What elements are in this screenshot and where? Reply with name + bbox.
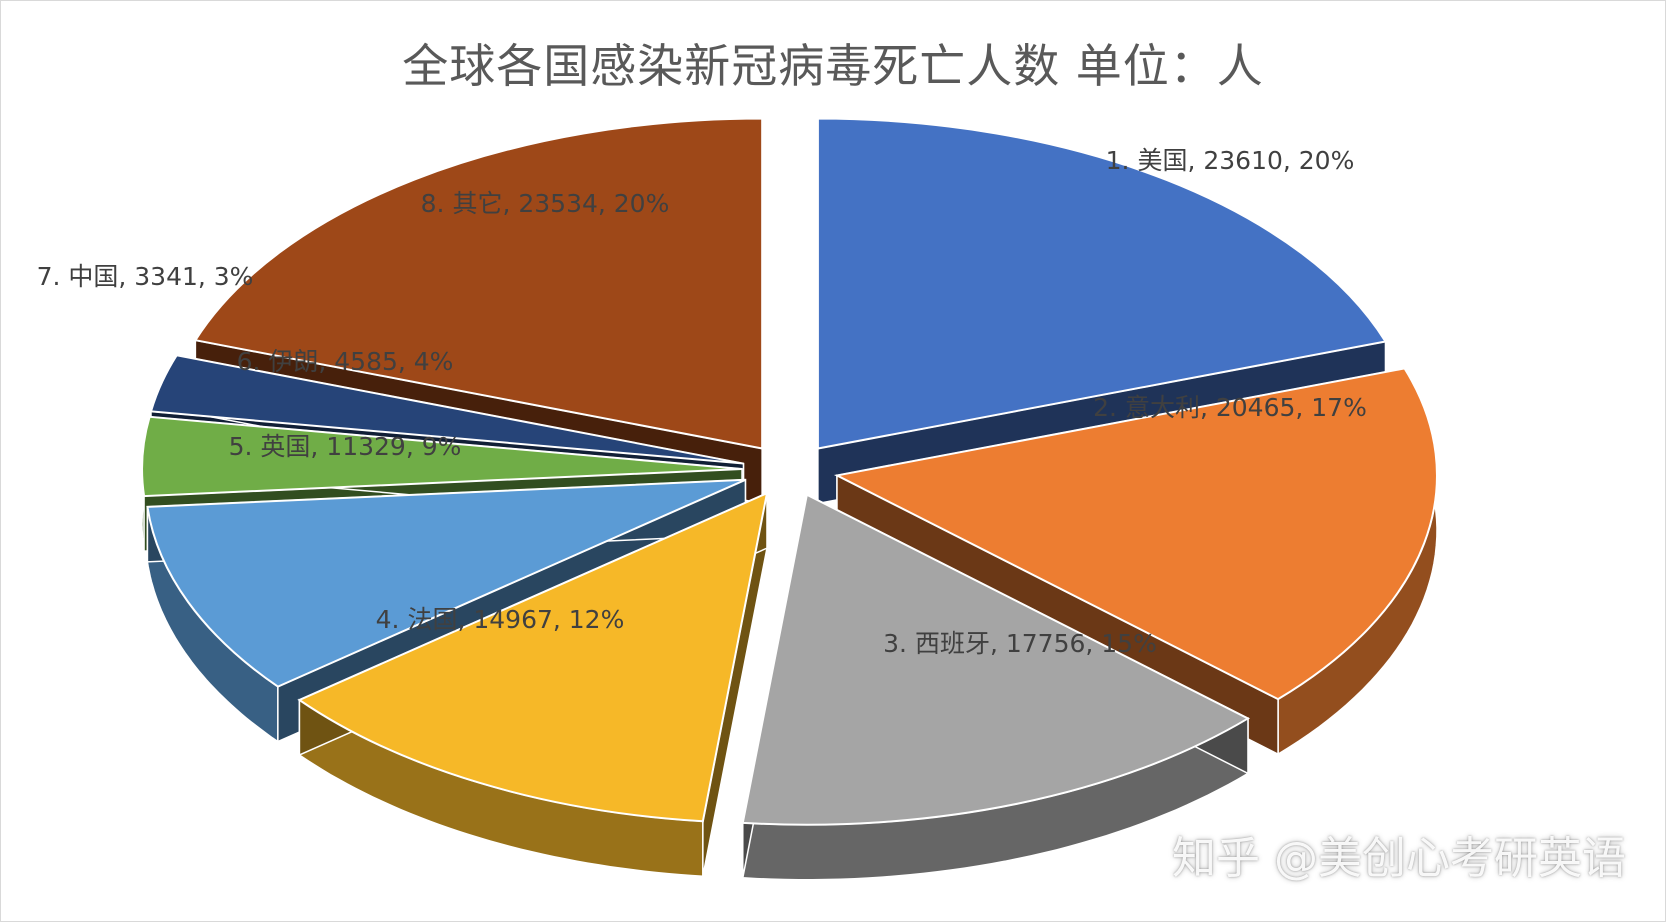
pie-slice-top [816,117,1388,450]
slice-label-8: 8. 其它, 23534, 20% [421,189,670,218]
pie-slice-top [149,354,744,465]
slice-label-7: 7. 中国, 3341, 3% [37,262,254,291]
slice-label-4: 4. 法国, 14967, 12% [376,605,625,634]
pie-slice-top [146,478,746,688]
pie-slice-3 [741,493,1251,881]
pie-slice-top [297,491,769,823]
chart-title: 全球各国感染新冠病毒死亡人数 单位：人 [402,39,1264,93]
pie-slice-top [193,117,764,450]
pie-slice-4 [297,491,769,878]
slice-label-1: 1. 美国, 23610, 20% [1106,146,1355,175]
slice-label-2: 2. 意大利, 20465, 17% [1093,393,1367,422]
pie-slice-top [141,415,743,498]
pie-slice-top [741,493,1251,826]
watermark-text: 知乎 @美创心考研英语 [1172,833,1626,884]
slice-label-6: 6. 伊朗, 4585, 4% [237,347,454,376]
slice-label-5: 5. 英国, 11329, 9% [229,432,462,461]
slice-label-3: 3. 西班牙, 17756, 15% [883,629,1157,658]
pie-slice-top [833,367,1438,701]
pie-slice-1 [816,117,1388,505]
